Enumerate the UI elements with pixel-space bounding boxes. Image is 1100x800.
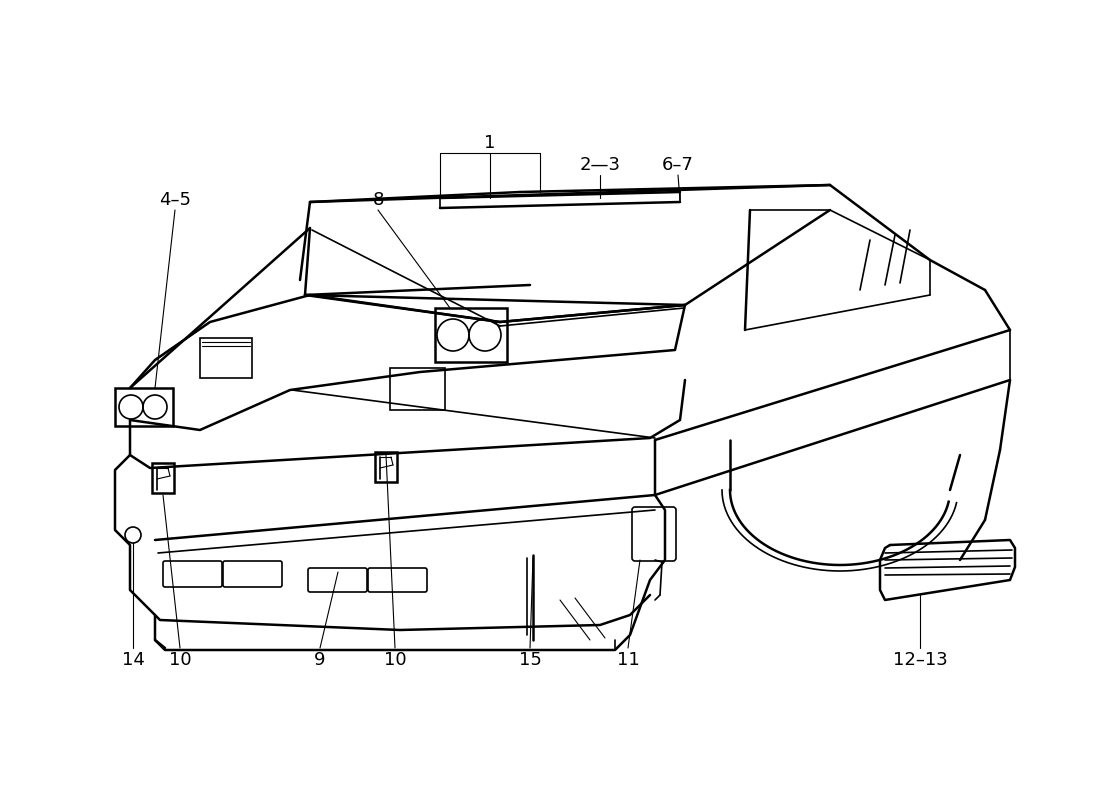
Text: 9: 9 bbox=[315, 651, 326, 669]
Bar bbox=[152, 463, 174, 493]
FancyBboxPatch shape bbox=[223, 561, 282, 587]
Bar bbox=[200, 338, 252, 378]
Bar bbox=[434, 308, 507, 362]
Text: 8: 8 bbox=[372, 191, 384, 209]
Text: 1: 1 bbox=[484, 134, 496, 152]
Text: 6–7: 6–7 bbox=[662, 156, 694, 174]
FancyBboxPatch shape bbox=[308, 568, 367, 592]
Text: 10: 10 bbox=[384, 651, 406, 669]
Text: 2—3: 2—3 bbox=[580, 156, 620, 174]
Text: 11: 11 bbox=[617, 651, 639, 669]
Text: 15: 15 bbox=[518, 651, 541, 669]
FancyBboxPatch shape bbox=[163, 561, 222, 587]
Bar bbox=[116, 388, 173, 426]
FancyBboxPatch shape bbox=[632, 507, 676, 561]
Text: 10: 10 bbox=[168, 651, 191, 669]
Text: 4–5: 4–5 bbox=[160, 191, 191, 209]
Text: 14: 14 bbox=[122, 651, 144, 669]
FancyBboxPatch shape bbox=[368, 568, 427, 592]
Bar bbox=[390, 368, 446, 410]
Text: 12–13: 12–13 bbox=[892, 651, 947, 669]
Bar bbox=[375, 452, 397, 482]
